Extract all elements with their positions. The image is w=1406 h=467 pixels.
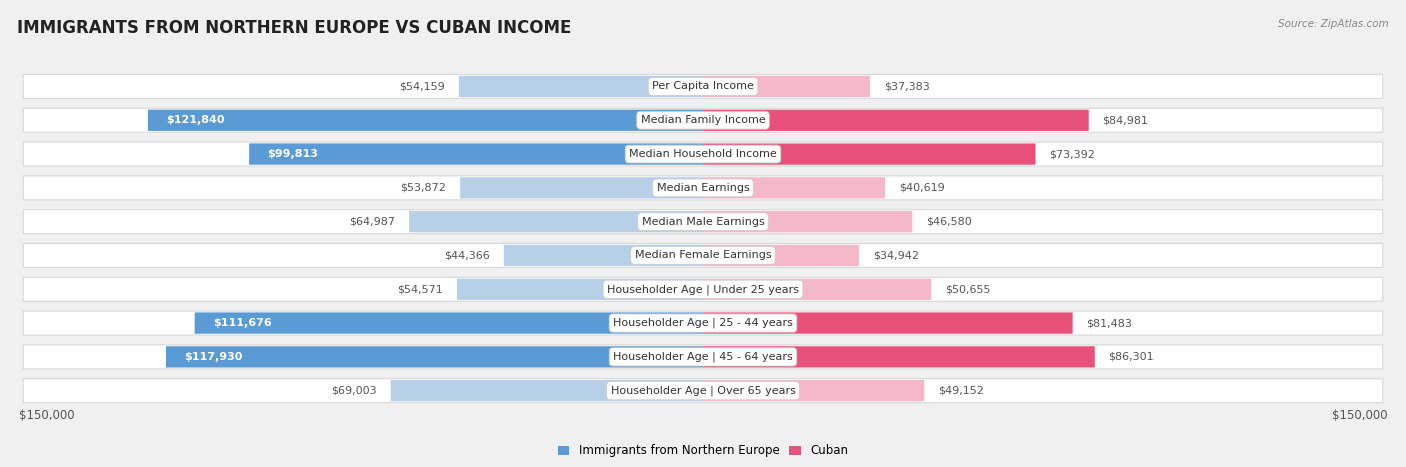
Text: Householder Age | 45 - 64 years: Householder Age | 45 - 64 years [613,352,793,362]
Text: $81,483: $81,483 [1087,318,1132,328]
FancyBboxPatch shape [703,245,859,266]
Text: $121,840: $121,840 [166,115,225,125]
FancyBboxPatch shape [24,142,1382,166]
FancyBboxPatch shape [703,211,912,232]
FancyBboxPatch shape [24,379,1382,403]
Text: $99,813: $99,813 [267,149,318,159]
FancyBboxPatch shape [391,380,703,401]
Text: $44,366: $44,366 [444,250,491,261]
FancyBboxPatch shape [24,74,1382,99]
FancyBboxPatch shape [194,312,703,334]
FancyBboxPatch shape [24,277,1382,301]
Text: $54,571: $54,571 [398,284,443,294]
Text: Source: ZipAtlas.com: Source: ZipAtlas.com [1278,19,1389,28]
Text: $34,942: $34,942 [873,250,918,261]
FancyBboxPatch shape [457,279,703,300]
Text: $40,619: $40,619 [898,183,945,193]
Text: $49,152: $49,152 [938,386,984,396]
FancyBboxPatch shape [24,108,1382,132]
Text: Per Capita Income: Per Capita Income [652,81,754,92]
FancyBboxPatch shape [703,346,1095,368]
FancyBboxPatch shape [703,380,924,401]
Text: Median Family Income: Median Family Income [641,115,765,125]
Text: $86,301: $86,301 [1108,352,1154,362]
FancyBboxPatch shape [458,76,703,97]
FancyBboxPatch shape [703,279,931,300]
FancyBboxPatch shape [148,110,703,131]
FancyBboxPatch shape [24,176,1382,200]
FancyBboxPatch shape [703,312,1073,334]
FancyBboxPatch shape [503,245,703,266]
Text: Householder Age | Under 25 years: Householder Age | Under 25 years [607,284,799,295]
FancyBboxPatch shape [24,311,1382,335]
FancyBboxPatch shape [703,76,870,97]
Text: $73,392: $73,392 [1049,149,1095,159]
Text: $64,987: $64,987 [349,217,395,226]
Text: $150,000: $150,000 [18,409,75,422]
Text: Median Earnings: Median Earnings [657,183,749,193]
Text: $50,655: $50,655 [945,284,990,294]
Text: $69,003: $69,003 [332,386,377,396]
FancyBboxPatch shape [166,346,703,368]
Text: $54,159: $54,159 [399,81,446,92]
Text: Householder Age | Over 65 years: Householder Age | Over 65 years [610,385,796,396]
Text: Median Male Earnings: Median Male Earnings [641,217,765,226]
Text: Median Female Earnings: Median Female Earnings [634,250,772,261]
FancyBboxPatch shape [24,345,1382,369]
FancyBboxPatch shape [703,177,884,198]
Legend: Immigrants from Northern Europe, Cuban: Immigrants from Northern Europe, Cuban [553,439,853,462]
Text: $111,676: $111,676 [214,318,271,328]
FancyBboxPatch shape [24,243,1382,268]
FancyBboxPatch shape [703,110,1088,131]
FancyBboxPatch shape [703,143,1035,165]
Text: $53,872: $53,872 [401,183,446,193]
FancyBboxPatch shape [24,210,1382,234]
FancyBboxPatch shape [460,177,703,198]
Text: $37,383: $37,383 [884,81,929,92]
Text: $84,981: $84,981 [1102,115,1149,125]
Text: IMMIGRANTS FROM NORTHERN EUROPE VS CUBAN INCOME: IMMIGRANTS FROM NORTHERN EUROPE VS CUBAN… [17,19,571,37]
Text: $46,580: $46,580 [927,217,972,226]
Text: Median Household Income: Median Household Income [628,149,778,159]
FancyBboxPatch shape [409,211,703,232]
FancyBboxPatch shape [249,143,703,165]
Text: $117,930: $117,930 [184,352,243,362]
Text: $150,000: $150,000 [1331,409,1388,422]
Text: Householder Age | 25 - 44 years: Householder Age | 25 - 44 years [613,318,793,328]
